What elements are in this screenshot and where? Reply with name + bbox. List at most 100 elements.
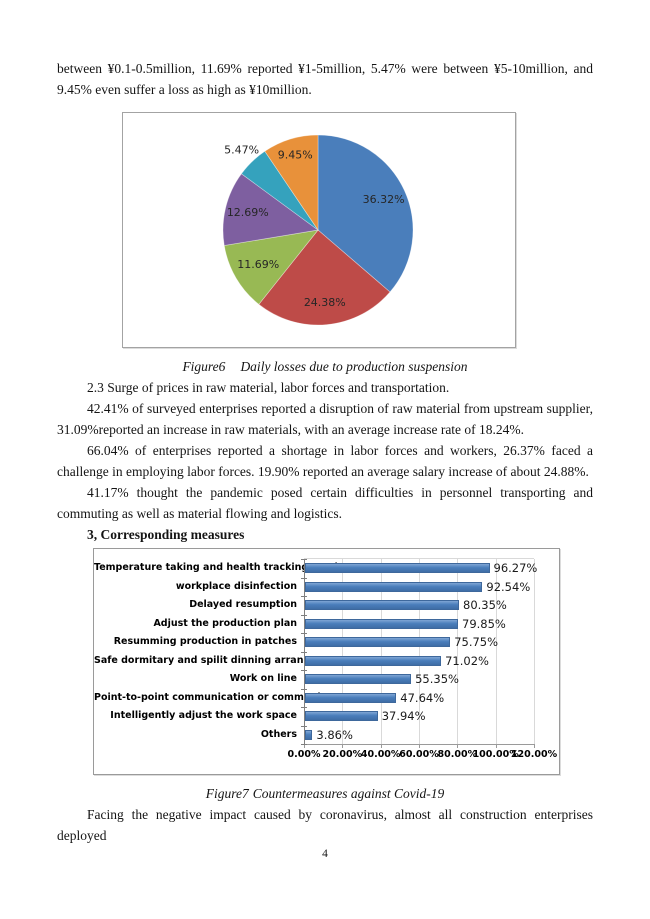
grid-line — [495, 559, 497, 744]
bar-value-label: 3.86% — [316, 727, 353, 742]
bar-value-label: 96.27% — [493, 561, 538, 576]
category-axis-tick — [301, 725, 307, 727]
paragraph-losses: between ¥0.1-0.5million, 11.69% reported… — [57, 61, 593, 97]
bar-value-label: 80.35% — [463, 598, 507, 613]
figure6-caption: Figure6 Daily losses due to production su… — [57, 356, 593, 377]
bar — [305, 637, 451, 647]
bar-category-axis: Temperature taking and health tracking s… — [94, 558, 368, 744]
pie-slice-label: 24.38% — [304, 296, 346, 309]
x-axis-tick-mark — [304, 744, 305, 748]
category-label: Resumming production in patches — [113, 636, 297, 647]
bar — [305, 581, 483, 592]
page-content: between ¥0.1-0.5million, 11.69% reported… — [57, 61, 593, 860]
pie-slice-label: 36.32% — [363, 193, 405, 206]
category-label: Intelligently adjust the work space — [110, 710, 297, 721]
grid-line — [457, 559, 459, 744]
category-axis-tick — [301, 707, 307, 708]
x-axis-tick-mark — [534, 744, 535, 748]
bar-row: 71.02% — [304, 652, 534, 671]
section-3-heading: 3, Corresponding measures — [87, 527, 245, 542]
x-axis-tick-mark — [419, 744, 420, 748]
bar-row: 37.94% — [304, 707, 534, 726]
pie-slice-3 — [222, 173, 319, 246]
bar — [305, 674, 412, 684]
category-label: Point-to-point communication or communic… — [94, 691, 368, 703]
category-label: workplace disinfection — [175, 580, 297, 592]
bar-row: 3.86% — [304, 726, 534, 745]
category-label: Adjust the production plan — [153, 617, 297, 629]
bar — [305, 655, 442, 666]
category-axis-tick — [301, 614, 307, 616]
grid-line — [419, 559, 420, 744]
bar-value-label: 47.64% — [400, 690, 445, 705]
bar — [305, 600, 459, 610]
paragraph-raw-material: 42.41% of surveyed enterprises reported … — [57, 401, 593, 437]
bar-row: 75.75% — [304, 633, 534, 652]
bar — [305, 711, 378, 721]
figure6-caption-text: Daily losses due to production suspensio… — [240, 359, 468, 374]
pie-slice-label: 12.69% — [227, 206, 269, 219]
x-axis-tick-label: 100.00% — [472, 749, 519, 760]
pie-slice-5 — [264, 134, 319, 232]
category-axis-tick — [301, 651, 307, 653]
bar-value-label: 75.75% — [454, 635, 499, 650]
x-axis-tick-mark — [342, 744, 344, 748]
pie-slice-2 — [223, 229, 319, 305]
page-number: 4 — [322, 848, 328, 860]
category-axis-tick — [301, 633, 307, 634]
pie-slice-label: 11.69% — [237, 258, 279, 271]
category-label: Safe dormitary and spilit dinning arrang… — [94, 654, 345, 666]
pie-slice-0 — [317, 134, 414, 293]
x-axis-tick-label: 0.00% — [287, 749, 321, 760]
pie-slice-label: 5.47% — [224, 144, 259, 157]
figure7-caption-text: Countermeasures against Covid-19 — [252, 786, 445, 801]
bar-chart-body: Temperature taking and health tracking s… — [94, 549, 559, 748]
x-axis-tick-label: 80.00% — [437, 749, 478, 760]
bar-value-label: 55.35% — [415, 672, 459, 687]
figure7-caption-label: Figure7 — [205, 786, 249, 801]
category-axis-tick — [301, 688, 307, 690]
bar-value-label: 92.54% — [486, 579, 531, 594]
bar-plot-area: 96.27% 92.54% 80.35% 79.85% 75.75% 71.02% 55.3… — [301, 558, 537, 748]
x-axis-tick-label: 20.00% — [322, 749, 363, 760]
x-axis-tick-label: 60.00% — [399, 749, 439, 760]
bar-row: 79.85% — [304, 615, 534, 634]
figure6-caption-label: Figure6 — [182, 359, 226, 374]
grid-line — [380, 559, 382, 744]
bar-value-label: 37.94% — [381, 709, 426, 724]
category-axis-tick — [301, 670, 307, 671]
section-2-3-heading: 2.3 Surge of prices in raw material, lab… — [87, 380, 450, 395]
paragraph-labor: 66.04% of enterprises reported a shortag… — [57, 443, 593, 479]
category-axis-tick — [301, 559, 307, 560]
category-label: Delayed resumption — [189, 599, 297, 610]
category-label: Temperature taking and health tracking s… — [94, 562, 350, 573]
bar — [305, 618, 458, 629]
bar — [305, 563, 490, 573]
pie-slice-1 — [258, 229, 391, 326]
grid-line — [534, 559, 535, 744]
pie-slice-4 — [240, 150, 319, 231]
bar — [305, 692, 397, 703]
category-axis-tick — [301, 596, 307, 597]
category-axis-tick — [301, 577, 307, 579]
bar — [305, 729, 313, 740]
category-label: Work on line — [229, 673, 297, 684]
category-label: Others — [260, 728, 297, 740]
pie-chart-canvas: 36.32% 24.38% 11.69% 12.69% 5.47% 9.45% — [222, 134, 414, 326]
bar-value-label: 79.85% — [462, 616, 506, 631]
x-axis-tick-label: 120.00% — [510, 749, 558, 760]
paragraph-transport: 41.17% thought the pandemic posed certai… — [57, 485, 593, 521]
x-axis-line — [304, 744, 534, 745]
grid-line — [342, 559, 344, 744]
bar-row: 96.27% — [304, 559, 537, 578]
figure6-pie-chart: 36.32% 24.38% 11.69% 12.69% 5.47% 9.45% — [122, 112, 516, 348]
x-axis-tick-mark — [380, 744, 382, 748]
bar-x-axis: 0.00% 20.00% 40.00% 60.00% 80.00% 100.00% 120.… — [288, 744, 558, 764]
category-axis-tick — [301, 744, 307, 745]
x-axis-tick-mark — [457, 744, 459, 748]
x-axis-tick-mark — [495, 744, 497, 748]
figure7-bar-chart: Temperature taking and health tracking s… — [93, 548, 560, 775]
bar-value-label: 71.02% — [445, 653, 489, 668]
x-axis-tick-label: 40.00% — [360, 749, 401, 760]
